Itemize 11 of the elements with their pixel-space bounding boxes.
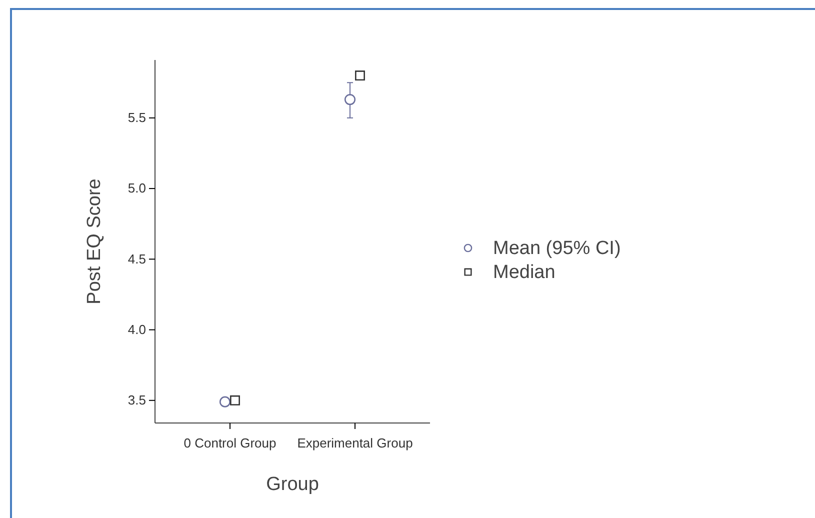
legend-label: Mean (95% CI)	[493, 238, 621, 259]
y-tick-label: 4.5	[128, 251, 146, 266]
y-tick-label: 4.0	[128, 322, 146, 337]
y-tick-label: 5.5	[128, 110, 146, 126]
legend-label: Median	[493, 262, 556, 283]
x-tick-label: 0 Control Group	[184, 436, 276, 451]
y-tick-label: 3.5	[128, 392, 146, 408]
y-tick-label: 5.0	[128, 180, 146, 196]
y-axis-title: Post EQ Score	[84, 178, 105, 304]
x-axis-title: Group	[266, 474, 319, 495]
x-tick-label: Experimental Group	[297, 436, 413, 451]
